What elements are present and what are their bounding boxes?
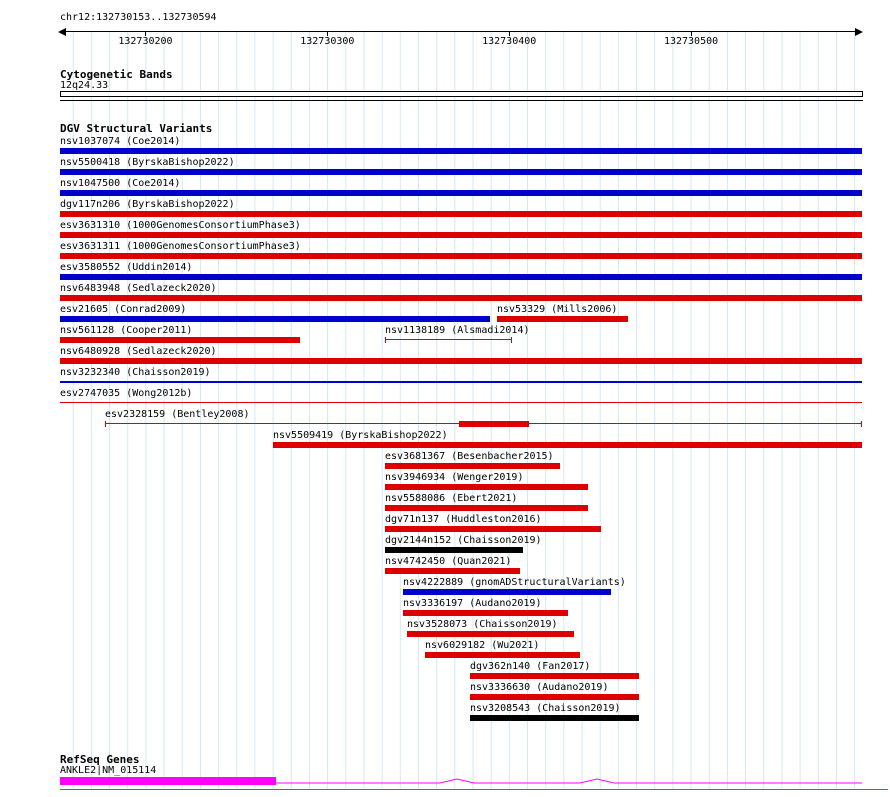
- variant-glyph-box[interactable]: [60, 211, 862, 217]
- variant-glyph-box[interactable]: [60, 274, 862, 280]
- cytoband-glyph[interactable]: [60, 91, 863, 97]
- variant-glyph-box[interactable]: [403, 610, 568, 616]
- cytogenetic-bands-heading: Cytogenetic Bands: [60, 68, 173, 81]
- variant-glyph-box[interactable]: [273, 442, 862, 448]
- ruler-tick-label: 132730200: [118, 36, 173, 47]
- variant-label[interactable]: nsv1037074 (Coe2014): [60, 136, 181, 147]
- variant-label[interactable]: esv2328159 (Bentley2008): [105, 409, 250, 420]
- variant-label[interactable]: nsv6483948 (Sedlazeck2020): [60, 283, 217, 294]
- variant-thick-segment[interactable]: [459, 421, 529, 427]
- variant-label[interactable]: nsv1138189 (Alsmadi2014): [385, 325, 530, 336]
- variant-glyph-box[interactable]: [385, 547, 523, 553]
- variant-glyph-box[interactable]: [385, 505, 588, 511]
- variant-glyph-box[interactable]: [60, 148, 862, 154]
- variant-label[interactable]: nsv3528073 (Chaisson2019): [407, 619, 558, 630]
- variant-glyph-box[interactable]: [403, 589, 611, 595]
- variant-glyph-box[interactable]: [385, 463, 560, 469]
- refseq-intron-line[interactable]: [276, 777, 862, 785]
- variant-label[interactable]: nsv4222889 (gnomADStructuralVariants): [403, 577, 626, 588]
- variant-glyph-box[interactable]: [60, 295, 862, 301]
- variant-glyph-thinline[interactable]: [60, 381, 862, 383]
- variant-label[interactable]: nsv3232340 (Chaisson2019): [60, 367, 211, 378]
- variant-glyph-box[interactable]: [385, 568, 520, 574]
- variant-glyph-bracket[interactable]: [385, 337, 512, 343]
- variant-glyph-range[interactable]: [105, 421, 862, 427]
- ruler-tick: [509, 32, 511, 36]
- ruler-tick-label: 132730400: [482, 36, 537, 47]
- ruler-left-arrow-icon: [58, 28, 66, 36]
- ruler-tick: [327, 32, 329, 36]
- variant-label[interactable]: esv3631310 (1000GenomesConsortiumPhase3): [60, 220, 301, 231]
- region-title: chr12:132730153..132730594: [60, 12, 217, 23]
- variant-label[interactable]: nsv1047500 (Coe2014): [60, 178, 181, 189]
- ruler-tick-label: 132730500: [663, 36, 719, 47]
- variant-glyph-box[interactable]: [385, 526, 601, 532]
- dgv-variants-heading: DGV Structural Variants: [60, 122, 213, 135]
- variant-label[interactable]: nsv5588086 (Ebert2021): [385, 493, 518, 504]
- variant-glyph-box[interactable]: [470, 694, 639, 700]
- variant-label[interactable]: nsv53329 (Mills2006): [497, 304, 618, 315]
- variant-glyph-box[interactable]: [385, 484, 588, 490]
- variant-label[interactable]: dgv117n206 (ByrskaBishop2022): [60, 199, 235, 210]
- variant-glyph-box[interactable]: [60, 253, 862, 259]
- variant-glyph-box[interactable]: [60, 169, 862, 175]
- variant-label[interactable]: esv3580552 (Uddin2014): [60, 262, 193, 273]
- variant-glyph-box[interactable]: [60, 358, 862, 364]
- refseq-gene-label[interactable]: ANKLE2|NM_015114: [60, 765, 157, 776]
- variant-glyph-box[interactable]: [497, 316, 628, 322]
- variant-label[interactable]: nsv3946934 (Wenger2019): [385, 472, 524, 483]
- variant-label[interactable]: esv2747035 (Wong2012b): [60, 388, 193, 399]
- variant-label[interactable]: nsv3336197 (Audano2019): [403, 598, 542, 609]
- variant-label[interactable]: esv21605 (Conrad2009): [60, 304, 187, 315]
- variant-glyph-box[interactable]: [470, 673, 639, 679]
- variant-glyph-box[interactable]: [60, 232, 862, 238]
- variant-glyph-box[interactable]: [60, 316, 490, 322]
- refseq-gene-exon[interactable]: [60, 777, 276, 785]
- variant-glyph-box[interactable]: [425, 652, 580, 658]
- cytoband-label[interactable]: 12q24.33: [60, 80, 109, 91]
- variant-label[interactable]: nsv6480928 (Sedlazeck2020): [60, 346, 217, 357]
- variant-label[interactable]: nsv5500418 (ByrskaBishop2022): [60, 157, 235, 168]
- refseq-gene-line-2[interactable]: [60, 789, 888, 790]
- variant-label[interactable]: esv3631311 (1000GenomesConsortiumPhase3): [60, 241, 301, 252]
- variant-glyph-box[interactable]: [60, 190, 862, 196]
- ruler-tick: [145, 32, 147, 36]
- variant-label[interactable]: nsv4742450 (Quan2021): [385, 556, 512, 567]
- variant-glyph-hairline[interactable]: [60, 402, 862, 403]
- variant-label[interactable]: nsv6029182 (Wu2021): [425, 640, 540, 651]
- grid-lines: [60, 31, 863, 790]
- refseq-genes-heading: RefSeq Genes: [60, 753, 140, 766]
- variant-label[interactable]: dgv362n140 (Fan2017): [470, 661, 591, 672]
- variant-label[interactable]: nsv5509419 (ByrskaBishop2022): [273, 430, 448, 441]
- variant-label[interactable]: dgv2144n152 (Chaisson2019): [385, 535, 542, 546]
- variant-glyph-box[interactable]: [60, 337, 300, 343]
- variant-glyph-box[interactable]: [407, 631, 574, 637]
- cytoband-underline: [60, 100, 863, 101]
- variant-label[interactable]: nsv3336630 (Audano2019): [470, 682, 609, 693]
- ruler-tick: [691, 32, 693, 36]
- ruler-tick-label: 132730300: [300, 36, 355, 47]
- variant-label[interactable]: nsv561128 (Cooper2011): [60, 325, 193, 336]
- variant-glyph-box[interactable]: [470, 715, 639, 721]
- variant-label[interactable]: dgv71n137 (Huddleston2016): [385, 514, 542, 525]
- variant-label[interactable]: esv3681367 (Besenbacher2015): [385, 451, 554, 462]
- ruler-line: [66, 31, 856, 32]
- ruler-right-arrow-icon: [855, 28, 863, 36]
- variant-label[interactable]: nsv3208543 (Chaisson2019): [470, 703, 621, 714]
